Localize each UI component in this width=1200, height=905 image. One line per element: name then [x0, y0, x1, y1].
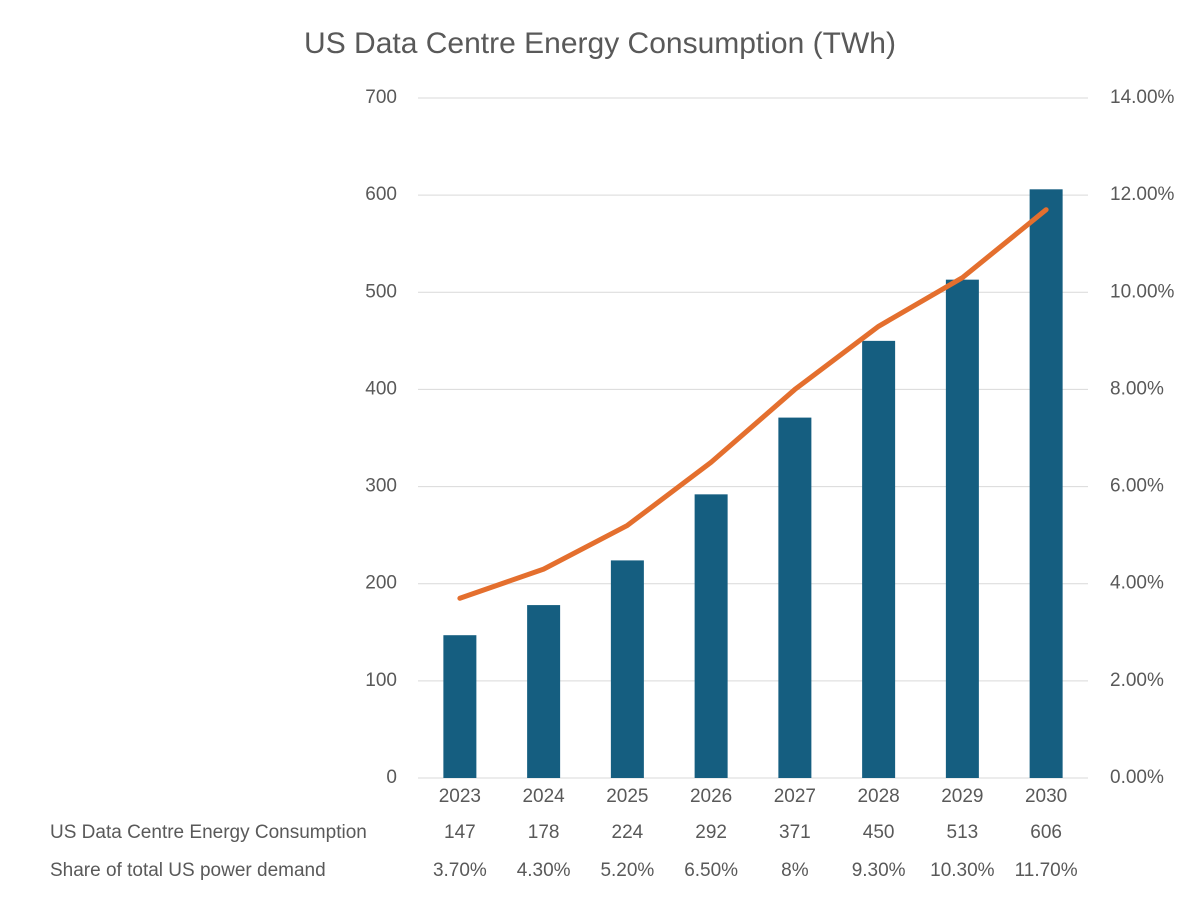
- y2-tick-label: 0.00%: [1110, 767, 1164, 788]
- x-tick-label: 2025: [606, 786, 648, 807]
- line: [457, 207, 1049, 601]
- x-tick-label: 2030: [1025, 786, 1067, 807]
- y-tick-label: 500: [365, 281, 397, 302]
- y2-tick-label: 6.00%: [1110, 476, 1164, 497]
- table-cell: 147: [444, 822, 476, 843]
- y2-tick-label: 12.00%: [1110, 184, 1175, 205]
- y2-tick-label: 10.00%: [1110, 281, 1175, 302]
- table-cell: 450: [863, 822, 895, 843]
- x-tick-label: 2029: [941, 786, 983, 807]
- y-tick-label: 0: [386, 767, 397, 788]
- table-cell: 3.70%: [433, 860, 487, 881]
- table-cell: 9.30%: [852, 860, 906, 881]
- y2-tick-label: 8.00%: [1110, 378, 1164, 399]
- x-tick-label: 2023: [439, 786, 481, 807]
- y2-tick-label: 2.00%: [1110, 670, 1164, 691]
- table-cell: 6.50%: [684, 860, 738, 881]
- table-cell: 371: [779, 822, 811, 843]
- table-cell: 5.20%: [600, 860, 654, 881]
- y-tick-label: 400: [365, 378, 397, 399]
- y2-tick-label: 14.00%: [1110, 87, 1175, 108]
- y-tick-label: 100: [365, 670, 397, 691]
- bar: [610, 560, 644, 778]
- table-cell: 513: [947, 822, 979, 843]
- table-cell: 292: [695, 822, 727, 843]
- table-cell: 8%: [781, 860, 809, 881]
- bar: [694, 494, 728, 778]
- x-tick-label: 2026: [690, 786, 732, 807]
- bar: [1029, 189, 1063, 779]
- bar: [945, 279, 979, 778]
- y-tick-label: 600: [365, 184, 397, 205]
- table-cell: 224: [612, 822, 644, 843]
- y-tick-label: 200: [365, 573, 397, 594]
- table-row-label: Share of total US power demand: [50, 860, 326, 881]
- table-row-label: US Data Centre Energy Consumption: [50, 822, 367, 843]
- bar: [527, 605, 561, 778]
- table-cell: 178: [528, 822, 560, 843]
- y2-tick-label: 4.00%: [1110, 573, 1164, 594]
- bar: [443, 635, 477, 778]
- chart-title: US Data Centre Energy Consumption (TWh): [304, 27, 896, 60]
- x-tick-label: 2027: [774, 786, 816, 807]
- x-tick-label: 2028: [857, 786, 899, 807]
- bar: [862, 340, 896, 778]
- bar: [778, 417, 812, 778]
- y-tick-label: 700: [365, 87, 397, 108]
- table-cell: 10.30%: [930, 860, 995, 881]
- table-cell: 4.30%: [517, 860, 571, 881]
- table-cell: 11.70%: [1015, 860, 1078, 881]
- table-cell: 606: [1030, 822, 1062, 843]
- x-tick-label: 2024: [522, 786, 565, 807]
- y-tick-label: 300: [365, 476, 397, 497]
